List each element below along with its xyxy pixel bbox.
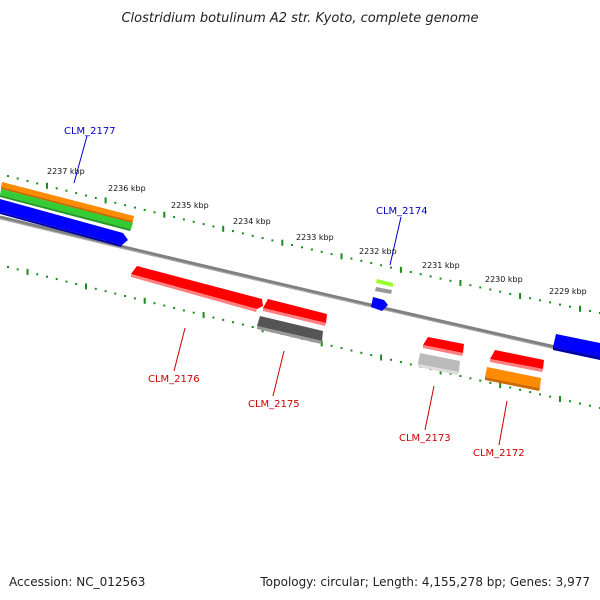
label-connector bbox=[73, 135, 88, 184]
label-connector bbox=[173, 327, 186, 372]
gene-label-clm-2176[interactable]: CLM_2176 bbox=[148, 374, 200, 385]
scale-label: 2237 kbp bbox=[47, 167, 85, 176]
genome-backbone-shade bbox=[0, 218, 600, 360]
gene-feature-small-gray[interactable] bbox=[375, 287, 392, 294]
scale-label: 2234 kbp bbox=[233, 217, 271, 226]
gene-feature-dark-gray[interactable] bbox=[257, 316, 323, 344]
gene-feature-small-blue[interactable] bbox=[371, 297, 388, 311]
genome-backbone bbox=[0, 215, 600, 359]
gene-feature-clm-2176[interactable] bbox=[131, 266, 263, 312]
gene-feature-orange-left[interactable] bbox=[1, 182, 134, 223]
scale-label: 2233 kbp bbox=[296, 233, 334, 242]
genome-summary-text: Topology: circular; Length: 4,155,278 bp… bbox=[259, 575, 590, 589]
gene-feature-blue-right[interactable] bbox=[553, 334, 600, 360]
scale-label: 2235 kbp bbox=[171, 201, 209, 210]
gene-label-clm-2173[interactable]: CLM_2173 bbox=[399, 433, 451, 444]
scale-label: 2230 kbp bbox=[485, 275, 523, 284]
gene-feature-clm-2175[interactable] bbox=[263, 299, 327, 326]
label-connector bbox=[389, 216, 402, 266]
gene-feature-green-left[interactable] bbox=[0, 189, 133, 231]
gene-feature-clm-2173[interactable] bbox=[423, 337, 464, 356]
scale-label: 2231 kbp bbox=[422, 261, 460, 270]
accession-text: Accession: NC_012563 bbox=[9, 575, 145, 589]
label-connector bbox=[424, 385, 435, 431]
label-connector bbox=[272, 350, 285, 397]
gene-feature-clm-2172[interactable] bbox=[490, 350, 544, 372]
gene-label-clm-2172[interactable]: CLM_2172 bbox=[473, 448, 525, 459]
gene-feature-light-gray[interactable] bbox=[418, 353, 460, 375]
lower-tick-scale bbox=[7, 266, 600, 409]
gene-feature-lime[interactable] bbox=[376, 279, 393, 287]
gene-feature-blue-left[interactable] bbox=[0, 199, 128, 247]
gene-label-clm-2174[interactable]: CLM_2174 bbox=[376, 206, 428, 217]
scale-label: 2232 kbp bbox=[359, 247, 397, 256]
scale-label: 2229 kbp bbox=[549, 287, 587, 296]
scale-label: 2236 kbp bbox=[108, 184, 146, 193]
gene-label-clm-2175[interactable]: CLM_2175 bbox=[248, 399, 300, 410]
label-connector bbox=[498, 400, 508, 446]
gene-feature-orange-right[interactable] bbox=[485, 367, 541, 391]
gene-label-clm-2177[interactable]: CLM_2177 bbox=[64, 126, 116, 137]
map-title: Clostridium botulinum A2 str. Kyoto, com… bbox=[121, 11, 478, 26]
upper-tick-scale bbox=[7, 175, 600, 314]
